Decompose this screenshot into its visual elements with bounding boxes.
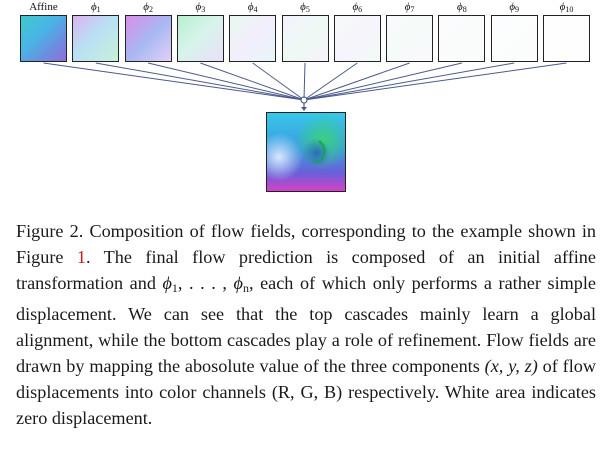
flow-field-image-phi-10 (543, 15, 590, 62)
flow-field-image-phi-4 (229, 15, 277, 62)
caption-part4: of flow displacements into color channel… (16, 356, 596, 428)
tile-label-phi-8: ϕ8 (427, 1, 497, 16)
flow-field-image-phi-2 (124, 15, 172, 62)
phi-subscript: 4 (253, 5, 258, 14)
tile-label-phi-1: ϕ1 (61, 1, 131, 16)
final-flow-field-image (266, 112, 346, 192)
flow-field-image-phi-9 (490, 15, 538, 62)
math-xyz: (x, y, z) (484, 356, 538, 376)
phi-symbol: ϕ (404, 1, 411, 13)
tile-label-phi-5: ϕ5 (270, 1, 340, 16)
phi-symbol: ϕ (300, 1, 306, 13)
flow-field-image-affine (20, 15, 67, 62)
flow-field-image-phi-5 (281, 15, 329, 62)
math-sub-n: n (242, 281, 249, 295)
arrow-line (303, 62, 358, 101)
flow-field-image-phi-3 (176, 15, 224, 62)
phi-symbol: ϕ (509, 1, 516, 13)
tile-label-phi-2: ϕ2 (113, 1, 183, 16)
tile-label-phi-9: ϕ9 (479, 1, 549, 16)
composition-arrows (43, 62, 567, 111)
caption-part2: . The final flow prediction is composed … (16, 247, 596, 293)
figure-reference-link[interactable]: 1 (76, 247, 87, 267)
phi-subscript: 7 (410, 5, 415, 14)
phi-symbol: ϕ (559, 1, 566, 13)
arrow-line (303, 62, 463, 101)
phi-subscript: 6 (358, 5, 363, 14)
tile-label-phi-4: ϕ4 (218, 1, 288, 16)
caption-part3: , each of which only performs a rather s… (16, 273, 597, 376)
output-arrowhead-icon (301, 107, 307, 111)
arrow-line (303, 62, 515, 101)
phi-subscript: 1 (96, 5, 101, 14)
math-phi-n: ϕ (233, 273, 243, 293)
arrow-line (303, 62, 410, 101)
composition-node (300, 96, 308, 104)
tile-label-affine: Affine (29, 1, 58, 13)
phi-symbol: ϕ (195, 1, 202, 13)
arrow-line (200, 62, 305, 101)
phi-subscript: 8 (462, 5, 467, 14)
math-sub-1: 1 (171, 281, 178, 295)
phi-subscript: 9 (515, 5, 520, 14)
phi-symbol: ϕ (90, 1, 97, 13)
flow-field-image-phi-8 (438, 15, 486, 62)
flow-field-image-phi-7 (386, 15, 434, 62)
flow-field-image-phi-1 (72, 15, 120, 62)
tile-label-phi-10: ϕ10 (532, 1, 602, 16)
math-separator: , . . . , (177, 273, 234, 293)
phi-subscript: 2 (148, 5, 153, 14)
phi-symbol: ϕ (352, 1, 359, 13)
tile-label-phi-3: ϕ3 (165, 1, 235, 16)
phi-subscript: 10 (565, 5, 574, 14)
phi-subscript: 3 (201, 5, 206, 14)
arrow-line (303, 62, 306, 101)
flow-field-image-phi-6 (333, 15, 381, 62)
phi-symbol: ϕ (143, 1, 149, 13)
tile-label-phi-7: ϕ7 (375, 1, 445, 16)
caption-lead: Figure 2. Composition of flow fields, co… (16, 221, 596, 267)
phi-subscript: 5 (305, 5, 310, 14)
arrow-line (43, 62, 305, 101)
arrow-line (95, 62, 305, 101)
tile-label-phi-6: ϕ6 (322, 1, 392, 16)
figure-caption: Figure 2. Composition of flow fields, co… (16, 218, 596, 431)
phi-symbol: ϕ (247, 1, 254, 13)
arrow-line (303, 62, 567, 101)
phi-symbol: ϕ (457, 1, 463, 13)
arrow-line (252, 62, 305, 101)
math-phi-1: ϕ (162, 273, 172, 293)
arrow-line (147, 62, 305, 101)
